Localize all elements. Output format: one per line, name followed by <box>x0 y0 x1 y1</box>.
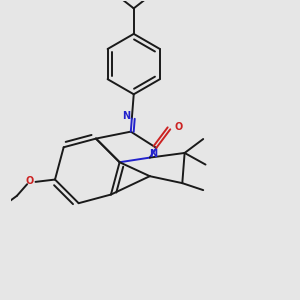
Text: O: O <box>175 122 183 132</box>
Text: O: O <box>25 176 34 186</box>
Text: N: N <box>122 111 130 121</box>
Text: N: N <box>149 149 157 159</box>
